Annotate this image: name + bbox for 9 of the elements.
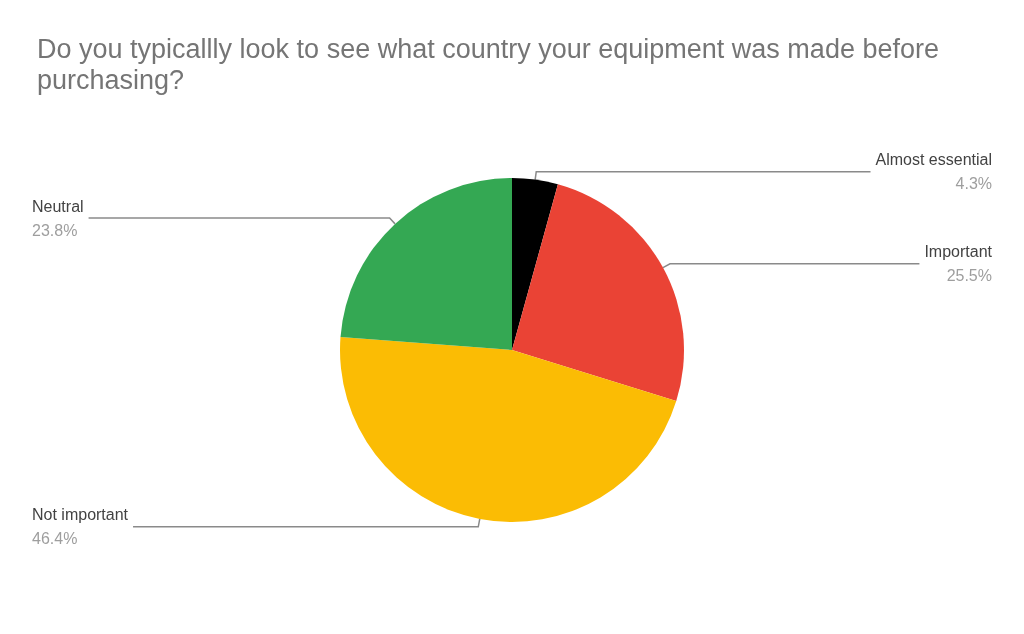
slice-label: Neutral xyxy=(32,197,84,215)
chart-title: Do you typicallly look to see what country your equipment was made before purchasing? xyxy=(37,33,947,95)
slice-label: Not important xyxy=(32,506,129,524)
data-label: 23.8% xyxy=(32,221,78,239)
data-label: 46.4% xyxy=(32,530,78,548)
slice-label: Important xyxy=(924,243,993,261)
slice-label: Almost essential xyxy=(875,151,992,169)
data-label: 4.3% xyxy=(955,175,992,193)
data-label: 25.5% xyxy=(946,267,992,285)
